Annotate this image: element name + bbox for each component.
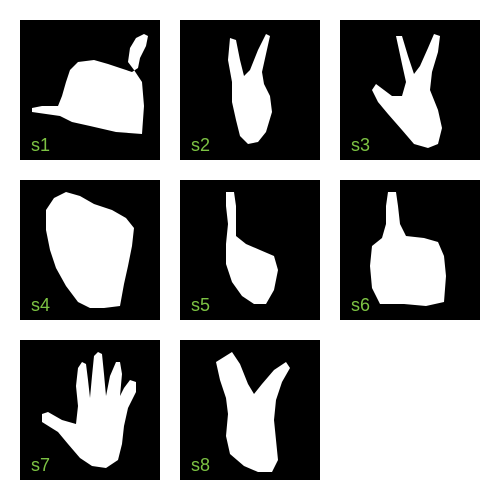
hand-v-sign-wide-image	[372, 34, 442, 148]
sign-tile-s4: s4	[20, 180, 160, 320]
hand-v-sign-spread-image	[216, 352, 290, 472]
tile-label: s7	[31, 455, 51, 475]
sign-tile-s5: s5	[180, 180, 320, 320]
tile-label: s4	[31, 295, 51, 315]
hand-v-sign-image	[228, 34, 272, 144]
sign-tile-s7: s7	[20, 340, 160, 480]
tile-label: s5	[191, 295, 211, 315]
hand-open-palm-image	[42, 352, 136, 468]
hand-thumb-and-finger-up-image	[32, 34, 148, 134]
tile-label: s3	[351, 135, 371, 155]
hand-fist-image	[46, 192, 134, 308]
sign-tile-s2: s2	[180, 20, 320, 160]
sign-tile-s3: s3	[340, 20, 480, 160]
hand-index-up-fist-image	[370, 192, 446, 306]
tile-label: s8	[191, 455, 211, 475]
sign-tile-s6: s6	[340, 180, 480, 320]
hand-index-up-image	[226, 192, 278, 304]
tile-label: s6	[351, 295, 371, 315]
sign-tile-s8: s8	[180, 340, 320, 480]
tile-label: s2	[191, 135, 211, 155]
tile-label: s1	[31, 135, 51, 155]
sign-tile-s1: s1	[20, 20, 160, 160]
